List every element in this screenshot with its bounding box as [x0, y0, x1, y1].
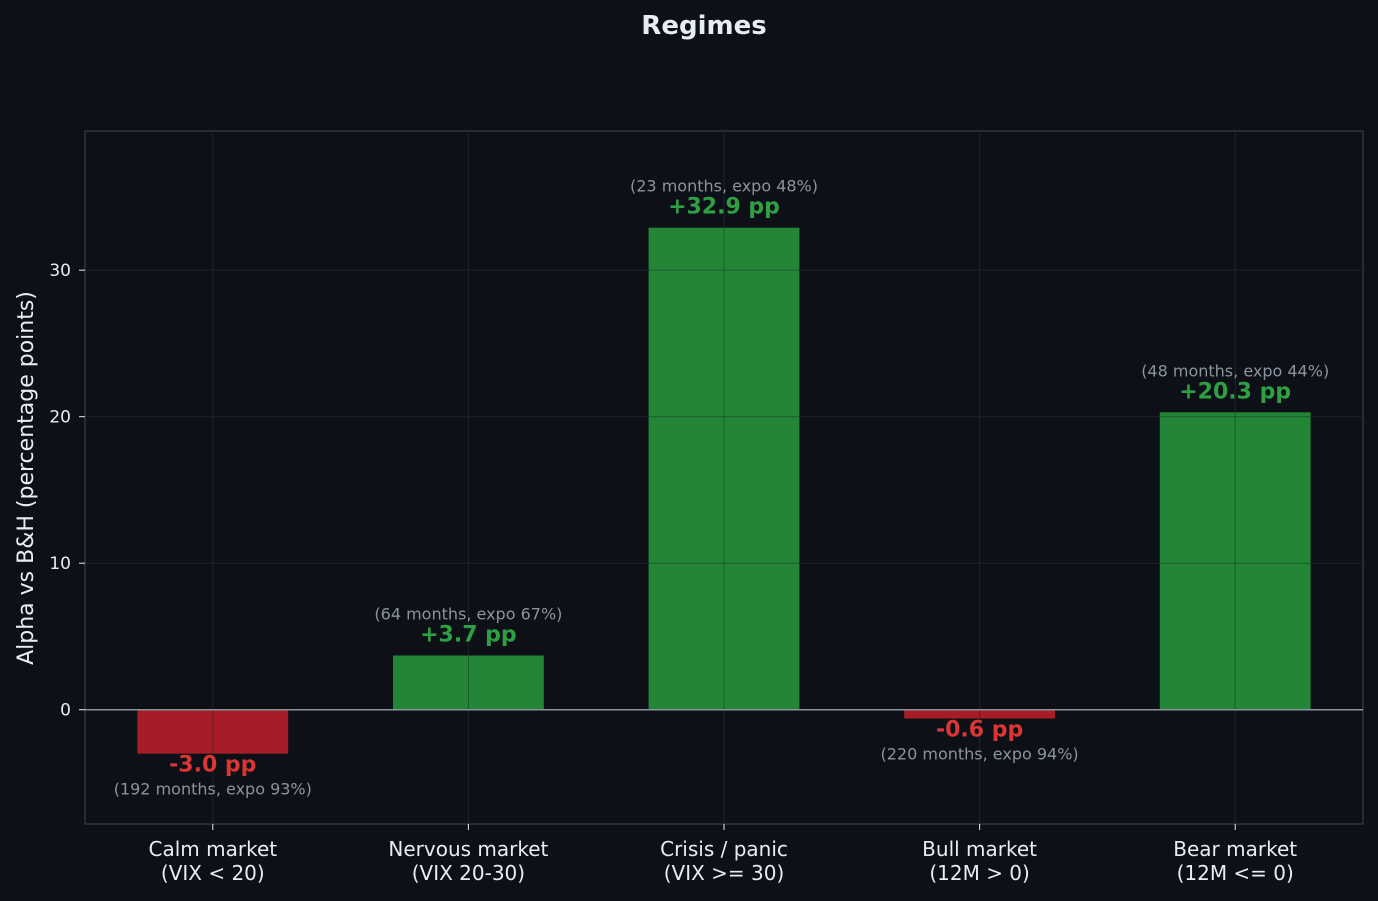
bar: [1159, 412, 1311, 710]
bar: [904, 709, 1056, 719]
x-tick-label: Nervous market: [388, 837, 548, 861]
x-tick-label: Bull market: [922, 837, 1037, 861]
chart-title: Regimes: [641, 11, 766, 41]
x-tick-label: Calm market: [149, 837, 278, 861]
value-label: -3.0 pp: [169, 753, 256, 778]
value-label: +20.3 pp: [1179, 379, 1291, 404]
x-tick-label: Bear market: [1173, 837, 1297, 861]
value-label: +32.9 pp: [668, 195, 780, 220]
x-tick-label: (12M <= 0): [1177, 861, 1294, 885]
bar: [648, 227, 800, 710]
x-tick-label: (VIX < 20): [161, 861, 265, 885]
x-tick-label: (12M > 0): [929, 861, 1030, 885]
bar: [137, 709, 289, 754]
y-tick-label: 30: [49, 261, 71, 281]
y-tick-label: 0: [60, 701, 71, 721]
bar-annotation: (220 months, expo 94%): [881, 745, 1079, 764]
bar-annotation: (192 months, expo 93%): [114, 780, 312, 799]
x-tick-label: Crisis / panic: [660, 837, 788, 861]
plot-area: 0 10 20 30 -3.0 pp (192 months, expo 93%) +3.7…: [49, 130, 1364, 885]
bar-annotation: (64 months, expo 67%): [374, 605, 562, 624]
bar: [392, 655, 544, 710]
bar-annotation: (48 months, expo 44%): [1141, 361, 1329, 380]
y-axis-label: Alpha vs B&H (percentage points): [14, 291, 39, 665]
x-tick-label: (VIX 20-30): [412, 861, 525, 885]
y-tick-label: 20: [49, 408, 71, 428]
bar-annotation: (23 months, expo 48%): [630, 177, 818, 196]
x-tick-label: (VIX >= 30): [664, 861, 785, 885]
y-tick-label: 10: [49, 554, 71, 574]
value-label: +3.7 pp: [420, 623, 517, 648]
value-label: -0.6 pp: [936, 718, 1023, 743]
